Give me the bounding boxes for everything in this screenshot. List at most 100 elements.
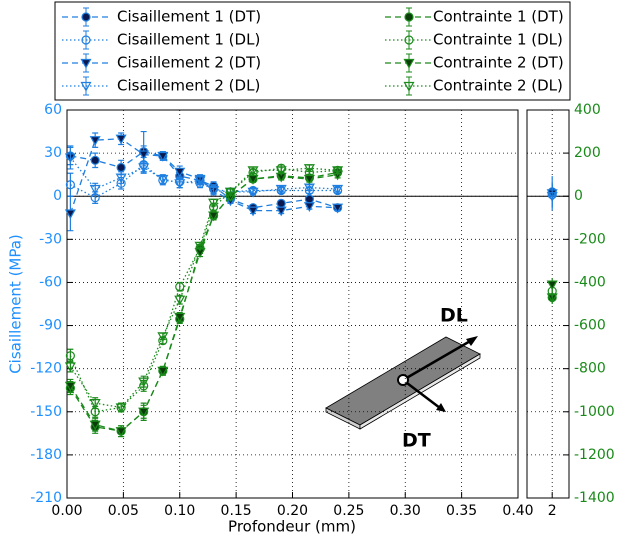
marker (138, 150, 150, 161)
legend-marker (403, 58, 415, 69)
marker (138, 377, 150, 388)
x-tick-label: 0.30 (390, 503, 421, 519)
error-bar (67, 172, 74, 197)
x-tick-label: 0.40 (502, 503, 533, 519)
marker (208, 211, 220, 222)
marker (90, 155, 100, 165)
series-line (69, 171, 338, 432)
marker (89, 184, 101, 195)
marker (64, 381, 76, 392)
y-tick-label: -180 (30, 447, 62, 463)
marker (332, 184, 344, 195)
legend-box (54, 1, 571, 101)
error-bar (67, 145, 74, 170)
marker (115, 134, 127, 145)
x-tick-label: 2 (548, 503, 557, 519)
marker (303, 164, 315, 174)
y-tick-label: 0 (53, 188, 62, 204)
series-line (69, 174, 338, 432)
marker (276, 198, 286, 209)
marker (175, 282, 185, 292)
y-tick-label: -90 (39, 318, 62, 334)
x-tick-label: 0.25 (333, 503, 364, 519)
marker (89, 399, 101, 409)
x-tick-label: 0.05 (108, 503, 139, 519)
legend-marker (81, 12, 91, 22)
y2-tick-label: -1400 (574, 490, 615, 506)
side-frame (526, 109, 570, 499)
legend-label: Cisaillement 2 (DT) (117, 54, 261, 72)
marker (65, 180, 75, 190)
marker (275, 206, 287, 217)
marker (64, 209, 76, 220)
marker (247, 166, 259, 177)
marker (157, 151, 169, 162)
error-bar (210, 187, 217, 194)
annotation: DT (402, 430, 431, 452)
marker (275, 184, 287, 195)
y2-tick-label: -600 (574, 318, 606, 334)
legend-label: Contrainte 2 (DT) (433, 54, 564, 72)
x-tick-label: 0.10 (164, 503, 195, 519)
marker (247, 187, 259, 198)
y-tick-label: -150 (30, 404, 62, 420)
x-axis-label: Profondeur (mm) (228, 518, 356, 536)
marker (546, 293, 558, 304)
y2-tick-label: -400 (574, 274, 606, 290)
annotation: DL (440, 305, 468, 327)
y2-tick-label: -1000 (574, 404, 615, 420)
marker (65, 351, 75, 361)
marker (304, 194, 315, 204)
marker (275, 166, 287, 177)
x-tick-label: 0.35 (446, 503, 477, 519)
legend-errorbar (406, 30, 412, 50)
marker (332, 166, 344, 177)
error-bar (250, 188, 257, 196)
marker (224, 187, 237, 198)
marker (247, 206, 259, 217)
legend-marker (403, 81, 415, 92)
x-tick-label: 0.00 (51, 503, 82, 519)
legend-marker (80, 81, 92, 92)
marker (115, 427, 127, 437)
marker (174, 179, 186, 190)
plate-diagram (325, 336, 481, 430)
marker (64, 362, 76, 373)
x-tick-label: 0.15 (221, 503, 252, 519)
marker (157, 366, 169, 377)
marker (208, 186, 220, 197)
y-tick-label: -210 (30, 490, 62, 506)
error-bar (278, 185, 285, 193)
y2-tick-label: -200 (574, 231, 606, 247)
marker (115, 403, 127, 414)
marker (174, 312, 186, 323)
marker (208, 198, 220, 209)
legend-marker (404, 35, 414, 45)
marker (89, 420, 101, 431)
error-bar (334, 185, 341, 193)
plot-frame (66, 109, 519, 499)
y-tick-label: -120 (30, 361, 62, 377)
y2-tick-label: -800 (574, 361, 606, 377)
series-line (69, 157, 338, 193)
marker (64, 153, 76, 164)
marker (89, 136, 101, 146)
marker (174, 295, 186, 306)
marker (546, 280, 558, 291)
marker (138, 163, 150, 174)
y2-tick-label: 400 (574, 102, 601, 118)
marker (157, 332, 169, 343)
y-axis-label: Cisaillement (MPa) (7, 234, 25, 374)
marker (138, 407, 150, 418)
marker (115, 173, 127, 184)
legend-errorbar (83, 76, 89, 96)
series-line (69, 167, 338, 409)
y2-tick-label: 0 (574, 188, 583, 204)
y-tick-label: 30 (44, 145, 62, 161)
marker (194, 176, 206, 187)
legend-label: Contrainte 1 (DL) (433, 31, 563, 49)
marker (174, 167, 186, 178)
marker (116, 162, 126, 173)
y2-tick-label: 200 (574, 145, 601, 161)
